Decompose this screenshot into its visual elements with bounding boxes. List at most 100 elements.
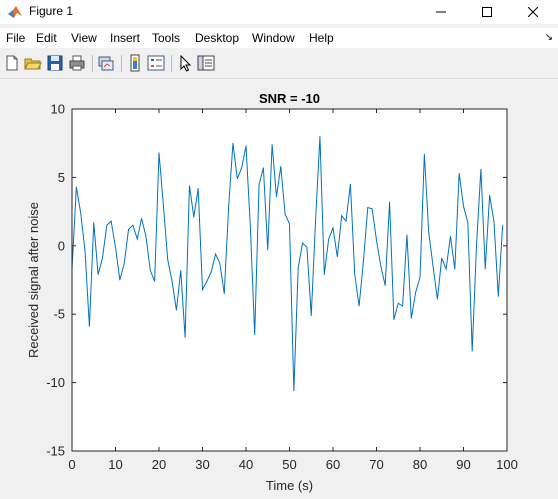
data-point (397, 302, 399, 304)
open-file-icon[interactable] (24, 54, 42, 72)
data-point (319, 135, 321, 137)
toolbar-separator (121, 55, 122, 72)
save-icon[interactable] (46, 54, 64, 72)
toolbar-separator (92, 55, 93, 72)
x-tick-label: 10 (108, 457, 122, 472)
data-point (97, 274, 99, 275)
data-point (302, 242, 303, 244)
axes-box (71, 108, 508, 452)
data-point (367, 207, 369, 208)
data-point (293, 390, 295, 392)
x-tick-label: 90 (456, 457, 470, 472)
data-point (280, 166, 282, 167)
maximize-icon (482, 7, 492, 17)
data-point (458, 172, 460, 174)
menu-edit[interactable]: Edit (36, 31, 57, 45)
close-button[interactable] (510, 0, 556, 24)
data-point (115, 246, 116, 248)
y-tick-label: -15 (46, 444, 65, 459)
menu-file[interactable]: File (6, 31, 26, 45)
print-icon[interactable] (68, 54, 86, 72)
close-icon (528, 7, 538, 17)
maximize-button[interactable] (464, 0, 510, 24)
menu-window[interactable]: Window (252, 31, 295, 45)
property-inspector-icon[interactable] (197, 54, 215, 72)
data-point (315, 219, 316, 221)
link-plot-icon[interactable] (97, 54, 115, 72)
y-tick-label: -5 (53, 307, 65, 322)
minimize-icon (436, 11, 446, 13)
data-point (110, 220, 112, 222)
data-point (502, 224, 504, 226)
data-point (176, 309, 177, 311)
menu-insert[interactable]: Insert (110, 31, 141, 45)
data-point (128, 228, 129, 230)
data-point (158, 152, 160, 154)
data-point (497, 296, 499, 297)
x-tick-label: 60 (326, 457, 340, 472)
x-tick-label: 80 (413, 457, 427, 472)
data-point (376, 239, 377, 241)
data-point (471, 350, 473, 352)
menu-tools[interactable]: Tools (152, 31, 181, 45)
data-point (389, 201, 390, 203)
data-point (193, 216, 195, 218)
edit-plot-pointer-icon[interactable] (177, 54, 195, 72)
dock-figure-button[interactable]: ↘ (544, 32, 553, 43)
data-point (276, 196, 277, 197)
menu-view[interactable]: View (71, 31, 97, 45)
data-point (245, 145, 247, 147)
data-point (171, 280, 173, 282)
menu-desktop[interactable]: Desktop (195, 31, 240, 45)
data-point (132, 224, 134, 226)
insert-legend-icon[interactable] (147, 54, 165, 72)
data-point (119, 279, 121, 281)
data-point (454, 268, 456, 270)
chart-title: SNR = -10 (259, 91, 320, 106)
data-point (467, 222, 469, 223)
toolbar-separator (171, 55, 172, 72)
data-point (154, 280, 156, 282)
axes-background (72, 109, 507, 451)
series-line (71, 136, 504, 391)
data-point (423, 153, 425, 155)
insert-colorbar-icon[interactable] (126, 54, 144, 72)
data-point (345, 220, 347, 222)
x-tick-label: 100 (496, 457, 518, 472)
data-point (136, 238, 138, 240)
data-point (445, 268, 447, 270)
data-point (206, 280, 208, 282)
y-tick-label: 0 (58, 238, 65, 253)
data-point (310, 315, 312, 316)
data-point (341, 215, 343, 217)
data-point (102, 257, 103, 259)
data-point (236, 178, 238, 180)
x-tick-label: 40 (239, 457, 253, 472)
data-point (223, 293, 225, 295)
data-point (336, 256, 338, 258)
data-point (463, 205, 464, 207)
data-point (410, 317, 412, 319)
data-point (197, 187, 199, 189)
data-point (297, 267, 299, 269)
minimize-button[interactable] (418, 0, 464, 24)
data-point (241, 167, 243, 169)
data-point (450, 235, 451, 237)
x-tick-label: 20 (152, 457, 166, 472)
new-figure-icon[interactable] (3, 54, 21, 72)
menu-help[interactable]: Help (309, 31, 334, 45)
data-point (428, 231, 430, 233)
data-point (419, 276, 421, 278)
x-axis-label: Time (s) (266, 478, 313, 493)
data-point (189, 185, 190, 187)
data-point (328, 238, 330, 240)
data-point (254, 334, 256, 336)
data-point (80, 212, 82, 214)
data-point (323, 274, 325, 275)
data-point (149, 270, 151, 271)
data-point (232, 142, 234, 144)
data-point (350, 183, 351, 185)
data-point (384, 285, 386, 286)
data-point (263, 167, 264, 169)
